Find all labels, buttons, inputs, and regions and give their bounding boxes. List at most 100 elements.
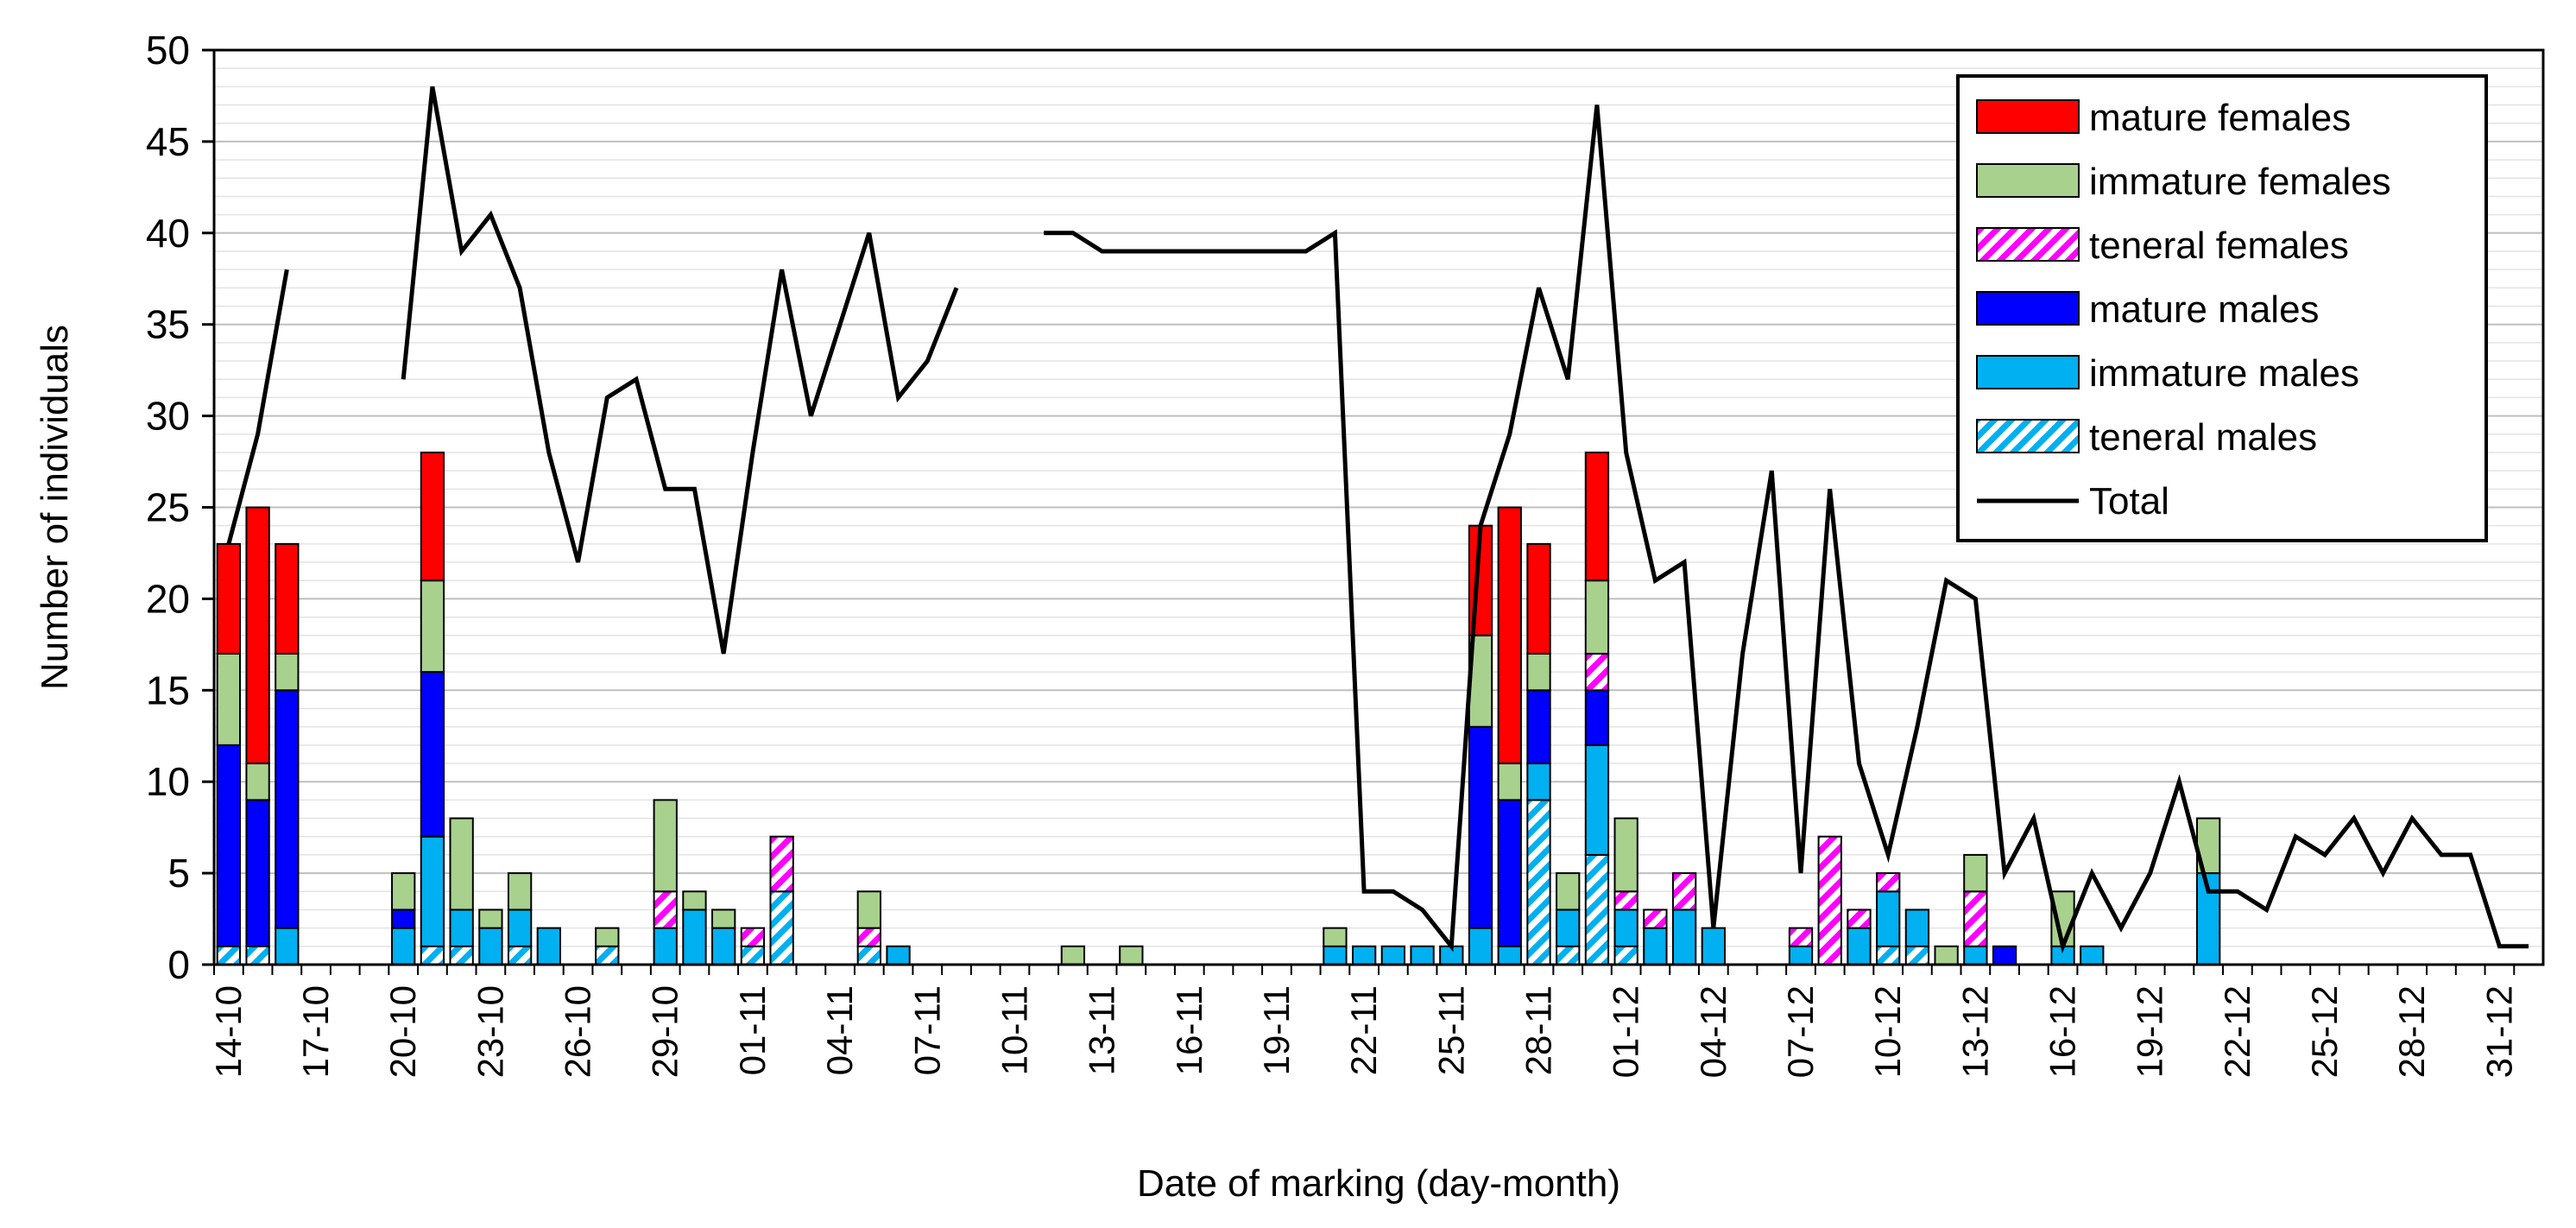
bar-immature-males-16-10: [275, 927, 300, 966]
bar-mature-males-28-11: [1526, 689, 1551, 765]
y-tick-label: 0: [167, 942, 190, 987]
bar-mature-males-14-12: [1992, 945, 2017, 965]
x-tick-label: 10-11: [994, 985, 1034, 1075]
bar-immature-males-27-11: [1497, 945, 1522, 965]
x-tick-label: 22-12: [2217, 985, 2257, 1078]
bar-immature-females-21-10: [420, 579, 445, 674]
total-line-segment-3: [1044, 104, 2529, 954]
bar-immature-males-31-10: [711, 927, 736, 966]
y-axis-ticks: 0 5 10 15 20 25 30 35 40 45 50: [146, 28, 214, 987]
bar-teneral-males-28-11: [1526, 799, 1551, 965]
bar-immature-males-29-10: [653, 927, 678, 966]
bar-teneral-females-30-11: [1584, 652, 1610, 692]
bar-teneral-males-15-10: [245, 945, 270, 965]
x-tick-label: 19-12: [2130, 985, 2170, 1078]
x-tick-label: 19-11: [1256, 985, 1297, 1075]
bar-immature-females-30-10: [682, 890, 707, 911]
x-tick-label: 22-11: [1343, 985, 1384, 1075]
bar-teneral-males-27-10: [595, 945, 620, 965]
bar-mature-females-14-10: [216, 542, 242, 655]
bar-immature-males-24-10: [507, 908, 533, 947]
legend-swatch-teneral-females: [1976, 227, 2080, 262]
bar-immature-males-26-11: [1468, 927, 1493, 966]
legend: mature females immature females teneral fe…: [1956, 74, 2488, 542]
bar-immature-males-20-10: [391, 927, 416, 966]
x-tick-label: 17-10: [295, 985, 336, 1078]
bar-immature-males-21-11: [1323, 945, 1348, 965]
bar-mature-males-16-10: [275, 689, 300, 929]
bar-immature-females-22-10: [449, 817, 474, 911]
x-tick-label: 14-10: [208, 985, 249, 1078]
x-tick-label: 20-10: [382, 985, 423, 1078]
x-axis-ticks: 14-10 17-10 20-10 23-10 26-10 29-10 01-11 04-11…: [208, 965, 2519, 1078]
bar-immature-males-07-12: [1788, 945, 1814, 965]
legend-swatch-teneral-males: [1976, 419, 2080, 453]
legend-label-total: Total: [2089, 480, 2169, 522]
x-tick-label: 16-12: [2042, 985, 2083, 1078]
bar-teneral-males-22-10: [449, 945, 474, 965]
bar-mature-females-30-11: [1584, 451, 1610, 582]
legend-label-mature-males: mature males: [2089, 288, 2320, 331]
y-tick-label: 10: [146, 759, 190, 804]
x-axis-title: Date of marking (day-month): [1137, 1162, 1620, 1205]
bar-immature-females-31-10: [711, 908, 736, 929]
x-tick-label: 04-12: [1693, 985, 1733, 1078]
bar-immature-males-02-12: [1643, 927, 1668, 966]
x-tick-label: 28-11: [1518, 985, 1559, 1075]
bar-mature-males-20-10: [391, 908, 416, 929]
legend-label-teneral-males: teneral males: [2089, 416, 2317, 459]
bar-teneral-males-29-11: [1556, 945, 1581, 965]
bar-immature-males-30-11: [1584, 744, 1610, 856]
bar-immature-females-23-10: [478, 908, 503, 929]
bar-teneral-females-09-12: [1847, 908, 1872, 929]
bar-teneral-males-01-11: [740, 945, 766, 965]
bar-immature-females-29-10: [653, 799, 678, 893]
bar-mature-females-21-10: [420, 451, 445, 582]
bar-immature-females-14-11: [1119, 945, 1144, 965]
bar-mature-females-15-10: [245, 506, 270, 765]
bar-mature-females-27-11: [1497, 506, 1522, 765]
bar-immature-males-29-11: [1556, 908, 1581, 947]
bar-mature-males-27-11: [1497, 799, 1522, 947]
x-tick-label: 26-10: [558, 985, 598, 1078]
x-tick-label: 07-11: [906, 985, 947, 1075]
bar-immature-males-30-10: [682, 908, 707, 965]
x-tick-label: 25-11: [1430, 985, 1471, 1075]
x-tick-label: 01-11: [732, 985, 773, 1075]
bar-teneral-females-08-12: [1817, 835, 1842, 965]
bar-immature-males-11-12: [1904, 908, 1930, 947]
bar-immature-females-13-12: [1963, 853, 1988, 893]
y-tick-label: 35: [146, 302, 190, 347]
bar-immature-females-27-11: [1497, 763, 1522, 801]
bar-immature-males-13-12: [1963, 945, 1988, 965]
total-line-segment-1: [226, 269, 289, 545]
bar-immature-females-29-11: [1556, 872, 1581, 911]
bar-mature-males-30-11: [1584, 689, 1610, 746]
bar-teneral-females-03-12: [1671, 872, 1697, 911]
bar-immature-females-27-10: [595, 927, 620, 947]
bar-immature-females-15-10: [245, 763, 270, 801]
y-tick-label: 40: [146, 211, 190, 256]
bar-mature-males-15-10: [245, 799, 270, 947]
x-tick-label: 28-12: [2391, 985, 2432, 1078]
bar-mature-males-21-10: [420, 671, 445, 838]
bar-immature-males-25-10: [536, 927, 561, 966]
bar-immature-males-23-11: [1380, 945, 1406, 965]
bar-teneral-males-01-12: [1613, 945, 1638, 965]
bar-mature-females-28-11: [1526, 542, 1551, 655]
y-tick-label: 5: [167, 851, 190, 896]
bar-mature-males-14-10: [216, 744, 242, 947]
x-tick-label: 16-11: [1169, 985, 1209, 1075]
x-tick-label: 25-12: [2304, 985, 2345, 1078]
total-line: [226, 85, 2529, 954]
bar-immature-males-22-10: [449, 908, 474, 947]
bar-immature-males-28-11: [1526, 763, 1551, 801]
bar-immature-males-22-11: [1351, 945, 1377, 965]
y-tick-label: 30: [146, 394, 190, 439]
x-tick-label: 13-11: [1082, 985, 1122, 1075]
bar-immature-females-14-10: [216, 652, 242, 746]
bar-teneral-males-24-10: [507, 945, 533, 965]
x-tick-label: 04-11: [819, 985, 860, 1075]
